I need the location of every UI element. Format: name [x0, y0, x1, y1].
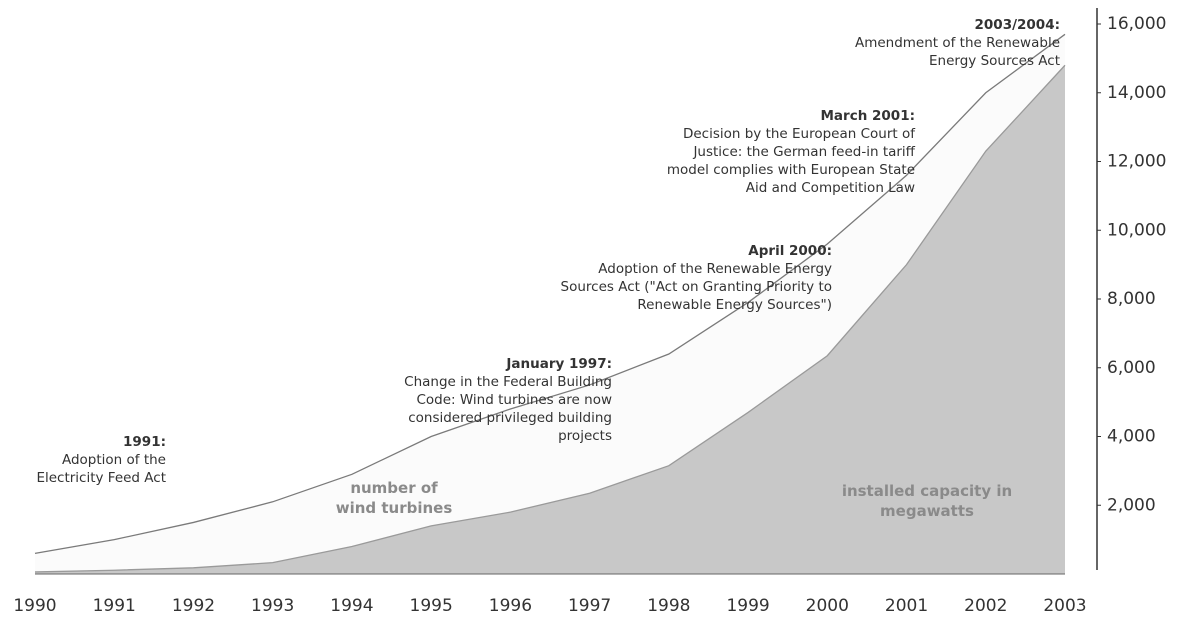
annotation-line: Code: Wind turbines are now [416, 392, 612, 408]
x-tick-label: 1993 [251, 596, 294, 616]
annotation: January 1997: Change in the Federal Build… [404, 355, 612, 445]
annotation: 2003/2004: Amendment of the Renewable Ener… [855, 16, 1060, 70]
annotation-line: Decision by the European Court of [682, 126, 915, 142]
x-tick-label: 1996 [489, 596, 532, 616]
y-tick-label: 6,000 [1107, 358, 1156, 378]
area-outline [34, 64, 1066, 573]
x-tick-label: 1991 [93, 596, 136, 616]
annotation-title: 2003/2004: [974, 17, 1060, 33]
y-tick-label: 10,000 [1107, 220, 1166, 240]
annotation-line: Energy Sources Act [929, 53, 1060, 69]
x-tick-label: 1992 [172, 596, 215, 616]
annotation-line: projects [558, 428, 612, 444]
annotation: 1991: Adoption of the Electricity Feed Act [36, 433, 166, 487]
y-tick-label: 16,000 [1107, 14, 1166, 34]
annotation-title: March 2001: [820, 108, 916, 124]
x-tick-label: 1997 [568, 596, 611, 616]
annotation-line: Amendment of the Renewable [854, 35, 1060, 51]
y-tick-label: 14,000 [1107, 83, 1166, 103]
area [35, 65, 1065, 574]
annotation-title: 1991: [123, 434, 166, 450]
annotation-line: Adoption of the [61, 452, 166, 468]
annotation-title: April 2000: [748, 243, 832, 259]
annotation-line: Renewable Energy Sources") [637, 297, 832, 313]
y-tick-label: 12,000 [1107, 152, 1166, 172]
x-tick-label: 1994 [330, 596, 373, 616]
annotation-title: January 1997: [506, 356, 612, 372]
annotation-line: Sources Act ("Act on Granting Priority t… [560, 279, 832, 295]
area-outline [34, 33, 1066, 555]
x-tick-label: 2000 [806, 596, 849, 616]
annotation-line: Justice: the German feed-in tariff [693, 144, 915, 160]
annotation-line: Adoption of the Renewable Energy [598, 261, 832, 277]
x-tick-label: 1995 [410, 596, 453, 616]
series-label: number of wind turbines [335, 479, 453, 517]
y-tick-label: 8,000 [1107, 289, 1156, 309]
annotation: April 2000: Adoption of the Renewable Ene… [561, 242, 832, 314]
annotation: March 2001: Decision by the European Cour… [667, 107, 915, 197]
y-tick-label: 4,000 [1107, 427, 1156, 447]
annotation-line: Aid and Competition Law [745, 180, 915, 196]
series-label: installed capacity in megawatts [841, 482, 1013, 520]
x-tick-label: 1999 [726, 596, 769, 616]
x-tick-label: 1990 [13, 596, 56, 616]
x-tick-label: 2001 [885, 596, 928, 616]
y-tick-label: 2,000 [1107, 495, 1156, 515]
x-tick-label: 2003 [1043, 596, 1086, 616]
x-tick-label: 1998 [647, 596, 690, 616]
annotation-line: Electricity Feed Act [36, 470, 166, 486]
annotation-line: model complies with European State [666, 162, 915, 178]
annotation-line: Change in the Federal Building [404, 374, 612, 390]
annotation-line: considered privileged building [408, 410, 612, 426]
x-tick-label: 2002 [964, 596, 1007, 616]
